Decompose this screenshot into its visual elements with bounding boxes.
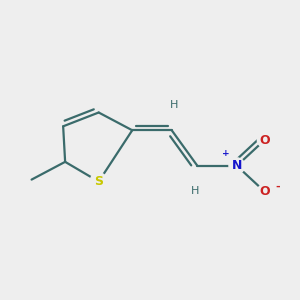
Circle shape bbox=[229, 158, 245, 174]
Text: +: + bbox=[222, 149, 230, 158]
Text: N: N bbox=[232, 159, 242, 172]
Text: O: O bbox=[259, 185, 270, 198]
Circle shape bbox=[257, 133, 272, 147]
Text: -: - bbox=[275, 182, 280, 192]
Text: H: H bbox=[169, 100, 178, 110]
Circle shape bbox=[257, 184, 272, 199]
Text: O: O bbox=[259, 134, 270, 147]
Text: S: S bbox=[94, 175, 103, 188]
Text: H: H bbox=[191, 186, 200, 196]
Circle shape bbox=[90, 173, 107, 190]
